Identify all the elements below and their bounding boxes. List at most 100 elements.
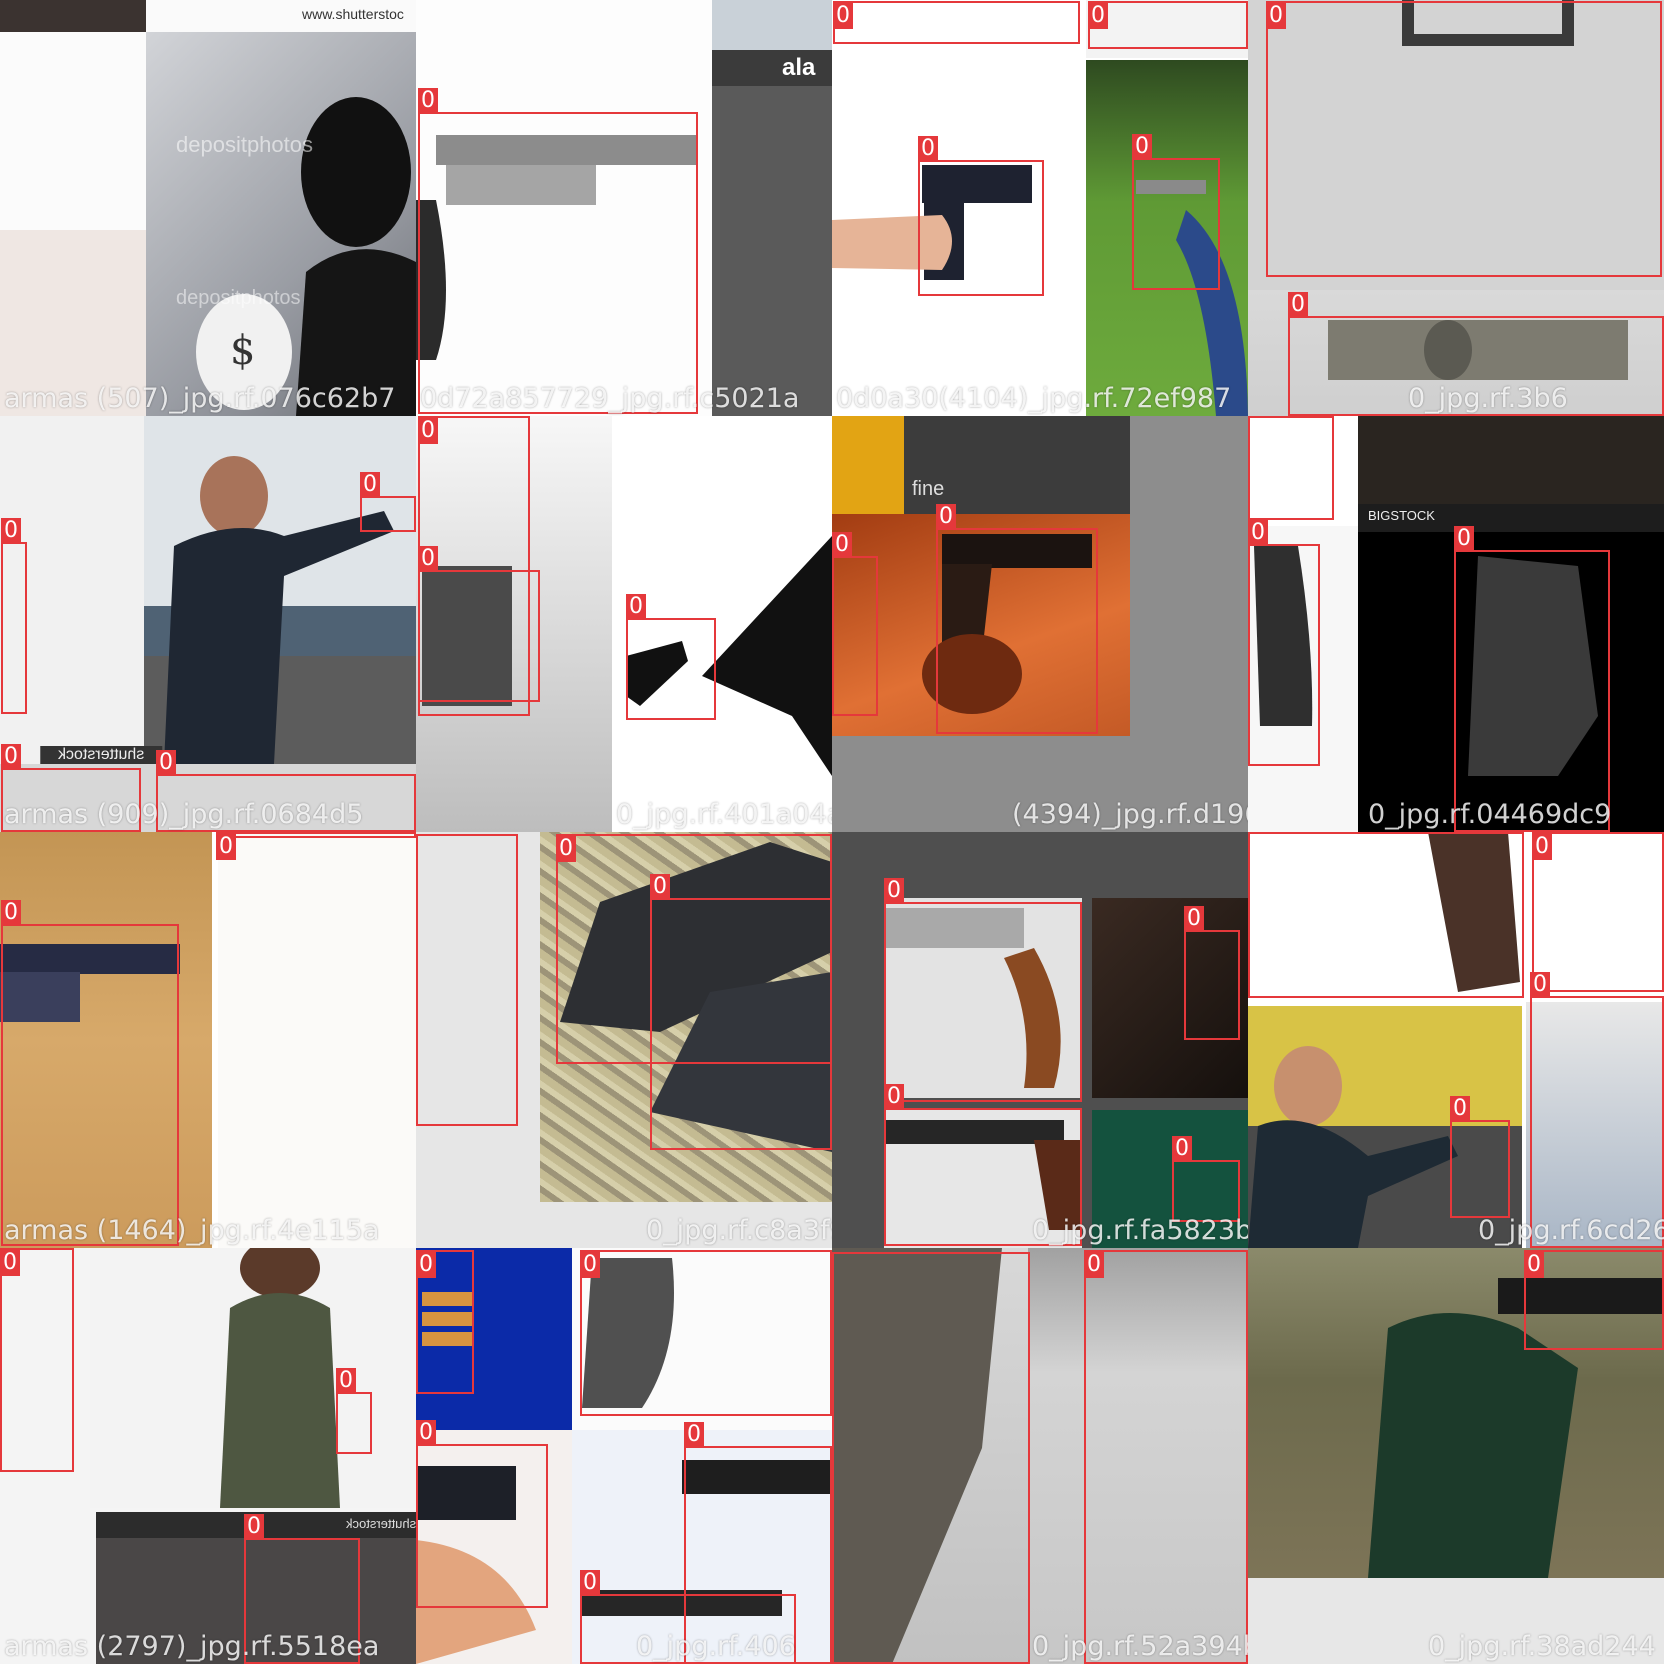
tile-6-silhouette-illustration [626,536,832,776]
detection-box: 0 [1,744,141,832]
tile-3-revolver-illustration [1136,180,1248,416]
tile-13-photo-woman [90,1248,416,1508]
detection-box [416,834,518,1126]
tile-8-pistol-illustration [1468,556,1598,776]
mosaic-tile-8: BIGSTOCK 0 0 0_jpg.rf.04469dc9 [1248,416,1664,832]
tile-13-caption: armas (2797)_jpg.rf.5518ea [4,1631,380,1662]
tile-12-shooter-illustration [1248,1046,1458,1248]
tile-5-caption: armas (909)_jpg.rf.0684d5 [4,799,364,830]
detection-box: 0 [1532,832,1664,992]
class-label: 0 [418,88,438,114]
tile-11-pistol-illustration [884,1120,1080,1230]
detection-box: 0 [418,546,540,702]
mosaic-tile-1: $ depositphotos depositphotos www.shutte… [0,0,416,416]
tile-2-photo-street: ala [712,0,832,416]
tile-15-rifle-illustration [832,1248,1002,1664]
tile-3-caption: 0d0a30(4104)_jpg.rf.72ef987 [836,383,1232,414]
detection-box: 0 [580,1570,796,1664]
class-label: 0 [418,418,438,444]
class-label: 0 [1524,1252,1544,1278]
detection-box: 0 [244,1514,360,1664]
tile-3-pistol-illustration [832,165,1032,280]
tile-12-grip-illustration [1428,832,1520,992]
tile-9-photo-wood [0,832,212,1248]
tile-12-photo-grip [1248,832,1526,1002]
tile-14-photo-grey [572,1248,832,1430]
tile-7-caption: (4394)_jpg.rf.d1966228 [1012,799,1248,830]
detection-box: 0 [918,136,1044,296]
mosaic-tile-11: 0 0 0 0 0_jpg.rf.fa5823b [832,832,1248,1248]
tile-14-bullets-illustration [422,1292,472,1346]
tile-5-watermark: shutterstock [40,746,163,764]
detection-box: 0 [1172,1136,1240,1222]
tile-14-photo-blue [416,1248,572,1430]
detection-box: 0 [1266,1,1662,277]
tile-6-photo-silhouette [612,416,832,832]
tile-1-watermark-1: www.shutterstoc [302,6,404,22]
detection-box: 0 [1454,526,1610,832]
class-label: 0 [1172,1136,1192,1162]
tile-4-caption: 0_jpg.rf.3b6 [1408,383,1568,414]
tile-6-photo-bw [416,416,612,832]
detection-box: 0 [580,1250,832,1416]
tile-4-barrel-illustration [1328,320,1628,380]
class-label: 0 [1530,972,1550,998]
mosaic-tile-9: 0 0 armas (1464)_jpg.rf.4e115a [0,832,416,1248]
tile-14-caption: 0_jpg.rf.406 [636,1631,796,1662]
tile-8-watermark: BIGSTOCK [1368,508,1435,523]
tile-9-caption: armas (1464)_jpg.rf.4e115a [4,1215,380,1246]
class-label: 0 [1266,3,1286,29]
tile-7-watermark: fine [912,478,945,500]
class-label: 0 [650,874,670,900]
tile-13-woman-illustration [220,1248,340,1508]
detection-box [1248,832,1524,998]
class-label: 0 [336,1368,356,1394]
class-label: 0 [1132,134,1152,160]
tile-12-photo-side [1526,1002,1664,1248]
detection-box: 0 [416,1250,474,1394]
detection-box: 0 [336,1368,372,1454]
class-label: 0 [1,518,21,544]
tile-3-photo-grass [1086,60,1248,416]
tile-11-caption: 0_jpg.rf.fa5823b [1032,1215,1248,1246]
tile-9-photo-white [218,832,416,1248]
mosaic-tile-2: ala 0 0d72a857729_jpg.rf.c5021a [416,0,832,416]
detection-box: 0 [416,1420,548,1608]
class-label: 0 [833,3,853,29]
class-label: 0 [1248,520,1268,546]
tile-2-sign-text: ala [782,54,816,81]
detection-box: 0 [936,504,1098,734]
tile-14-photo-pistols [572,1430,832,1664]
tile-15-photo-left [832,1248,1028,1664]
mosaic-tile-6: 0 0 0 0_jpg.rf.401a04a [416,416,832,832]
tile-8-photo-grip [1248,526,1358,832]
class-label: 0 [1084,1252,1104,1278]
mosaic-tile-3: 0 0 0 0 0d0a30(4104)_jpg.rf.72ef987 [832,0,1248,416]
tile-4-frame-illustration [1402,0,1574,46]
class-label: 0 [244,1514,264,1540]
tile-1-caption: armas (507)_jpg.rf.076c62b7 [4,383,396,414]
class-label: 0 [1450,1096,1470,1122]
class-label: 0 [936,504,956,530]
detection-box: 0 [360,472,416,532]
class-label: 0 [1532,834,1552,860]
tile-12-caption: 0_jpg.rf.6cd264 [1478,1215,1664,1246]
tile-7-photo-orange [832,514,1130,736]
tile-11-photo-pistol [884,1110,1082,1248]
detection-box: 0 [832,532,878,716]
detection-box: 0 [1088,1,1248,49]
class-label: 0 [684,1422,704,1448]
detection-box: 0 [1184,906,1240,1040]
class-label: 0 [626,594,646,620]
tile-14-photo-hand [416,1430,572,1664]
mosaic-tile-13: shutterstock 0 0 0 armas (2797)_jpg.rf.5… [0,1248,416,1664]
class-label: 0 [418,546,438,572]
tile-8-grip-illustration [1254,546,1313,726]
svg-text:$: $ [230,328,255,374]
detection-box: 0 [1248,520,1320,766]
tile-10-caption: 0_jpg.rf.c8a3f99 [646,1215,832,1246]
detection-box: 0 [156,750,416,832]
class-label: 0 [556,836,576,862]
detection-box: 0 [833,1,1080,44]
